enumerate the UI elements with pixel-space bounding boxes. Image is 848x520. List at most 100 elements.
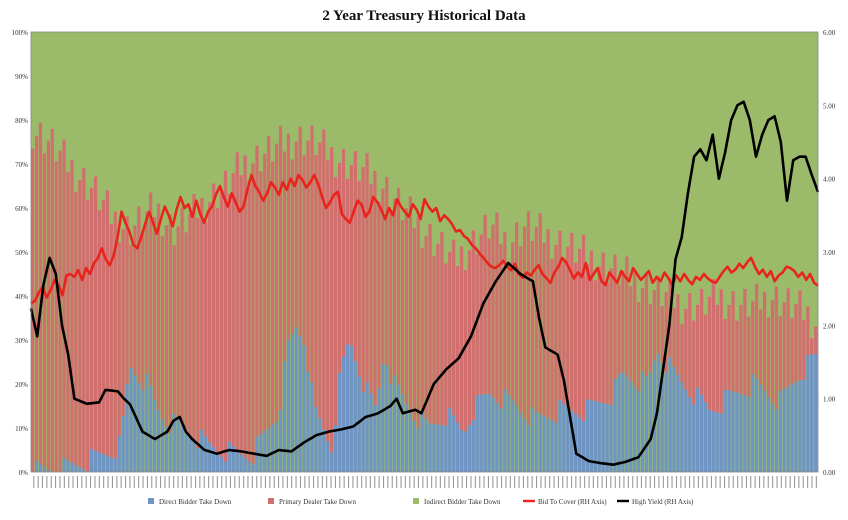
- primary-dealer-bar: [156, 203, 161, 411]
- x-axis-tick-mark: [282, 476, 284, 488]
- direct-bidder-bar: [703, 402, 708, 472]
- x-axis-tick-mark: [518, 476, 520, 488]
- x-axis-tick-mark: [313, 476, 315, 488]
- x-axis-tick-mark: [588, 476, 590, 488]
- direct-bidder-bar: [546, 418, 550, 472]
- legend-swatch: [268, 498, 274, 504]
- primary-dealer-bar: [97, 210, 102, 453]
- direct-bidder-bar: [322, 429, 326, 472]
- x-axis-tick-mark: [794, 476, 796, 488]
- primary-dealer-bar: [762, 291, 767, 391]
- direct-bidder-bar: [290, 333, 294, 472]
- direct-bidder-bar: [404, 403, 409, 472]
- x-axis-tick-mark: [562, 476, 564, 488]
- direct-bidder-bar: [495, 403, 499, 472]
- direct-bidder-bar: [593, 401, 597, 472]
- direct-bidder-bar: [692, 404, 696, 472]
- direct-bidder-bar: [432, 423, 436, 472]
- primary-dealer-bar: [93, 176, 98, 452]
- primary-dealer-bar: [101, 200, 106, 455]
- primary-dealer-bar: [188, 213, 192, 436]
- x-axis-tick-mark: [361, 476, 363, 488]
- x-axis-tick-mark: [684, 476, 686, 488]
- direct-bidder-bar: [164, 427, 169, 472]
- x-axis-tick-mark: [719, 476, 721, 488]
- primary-dealer-bar: [302, 155, 306, 346]
- primary-dealer-bar: [774, 286, 778, 410]
- direct-bidder-bar: [66, 460, 70, 472]
- primary-dealer-bar: [196, 217, 200, 449]
- direct-bidder-bar: [605, 403, 609, 472]
- primary-dealer-bar: [298, 126, 302, 336]
- direct-bidder-bar: [475, 395, 479, 472]
- primary-dealer-bar: [581, 234, 586, 421]
- direct-bidder-bar: [318, 418, 322, 472]
- x-axis-tick-mark: [671, 476, 673, 488]
- left-axis-tick-label: 80%: [15, 117, 28, 125]
- direct-bidder-bar: [463, 431, 468, 472]
- primary-dealer-bar: [428, 224, 432, 424]
- legend-label: Bid To Cover (RH Axis): [538, 498, 607, 506]
- direct-bidder-bar: [633, 386, 637, 472]
- primary-dealer-bar: [408, 196, 412, 414]
- direct-bidder-bar: [554, 422, 558, 472]
- x-axis-tick-mark: [330, 476, 332, 488]
- primary-dealer-bar: [530, 241, 534, 408]
- primary-dealer-bar: [633, 272, 637, 387]
- x-axis-tick-mark: [317, 476, 319, 488]
- primary-dealer-bar: [479, 234, 483, 395]
- primary-dealer-bar: [227, 193, 231, 442]
- x-axis-tick-mark: [291, 476, 293, 488]
- primary-dealer-bar: [534, 227, 538, 412]
- direct-bidder-bar: [337, 372, 342, 472]
- direct-bidder-bar: [133, 375, 137, 472]
- primary-dealer-bar: [263, 153, 267, 431]
- direct-bidder-bar: [345, 344, 350, 472]
- primary-dealer-bar: [318, 142, 322, 419]
- primary-dealer-bar: [719, 289, 723, 414]
- x-axis-tick-mark: [413, 476, 415, 488]
- direct-bidder-bar: [696, 387, 700, 472]
- x-axis-tick-mark: [610, 476, 612, 488]
- x-axis-tick-mark: [63, 476, 65, 488]
- primary-dealer-bar: [141, 230, 145, 391]
- x-axis-tick-mark: [811, 476, 813, 488]
- primary-dealer-bar: [50, 128, 54, 472]
- primary-dealer-bar: [200, 198, 204, 430]
- x-axis-tick-mark: [125, 476, 127, 488]
- primary-dealer-bar: [349, 164, 353, 346]
- x-axis-tick-mark: [614, 476, 616, 488]
- primary-dealer-bar: [212, 183, 216, 448]
- primary-dealer-bar: [404, 208, 409, 404]
- left-axis-tick-label: 0%: [19, 469, 29, 477]
- direct-bidder-bar: [621, 371, 625, 472]
- primary-dealer-bar: [601, 252, 605, 404]
- primary-dealer-bar: [223, 170, 228, 462]
- direct-bidder-bar: [629, 381, 633, 472]
- primary-dealer-bar: [330, 147, 334, 453]
- primary-dealer-bar: [38, 122, 43, 464]
- direct-bidder-bar: [684, 389, 688, 472]
- x-axis-tick-mark: [142, 476, 144, 488]
- direct-bidder-bar: [365, 382, 369, 472]
- primary-dealer-bar: [357, 180, 361, 377]
- x-axis-tick-mark: [479, 476, 481, 488]
- primary-dealer-bar: [353, 151, 357, 362]
- primary-dealer-bar: [770, 300, 775, 404]
- direct-bidder-bar: [507, 395, 511, 472]
- direct-bidder-bar: [452, 415, 456, 472]
- direct-bidder-bar: [172, 413, 176, 472]
- high-yield-line: [29, 100, 820, 467]
- x-axis-tick-mark: [391, 476, 393, 488]
- primary-dealer-bar: [707, 296, 712, 410]
- direct-bidder-bar: [259, 433, 263, 472]
- x-axis-tick-mark: [474, 476, 476, 488]
- direct-bidder-bar: [762, 390, 767, 472]
- primary-dealer-bar: [208, 202, 212, 443]
- primary-dealer-bar: [585, 264, 590, 400]
- primary-dealer-bar: [511, 242, 515, 401]
- primary-dealer-bar: [259, 171, 263, 434]
- x-axis-tick-mark: [50, 476, 52, 488]
- left-axis-tick-label: 50%: [15, 249, 28, 257]
- primary-dealer-bar: [314, 155, 318, 407]
